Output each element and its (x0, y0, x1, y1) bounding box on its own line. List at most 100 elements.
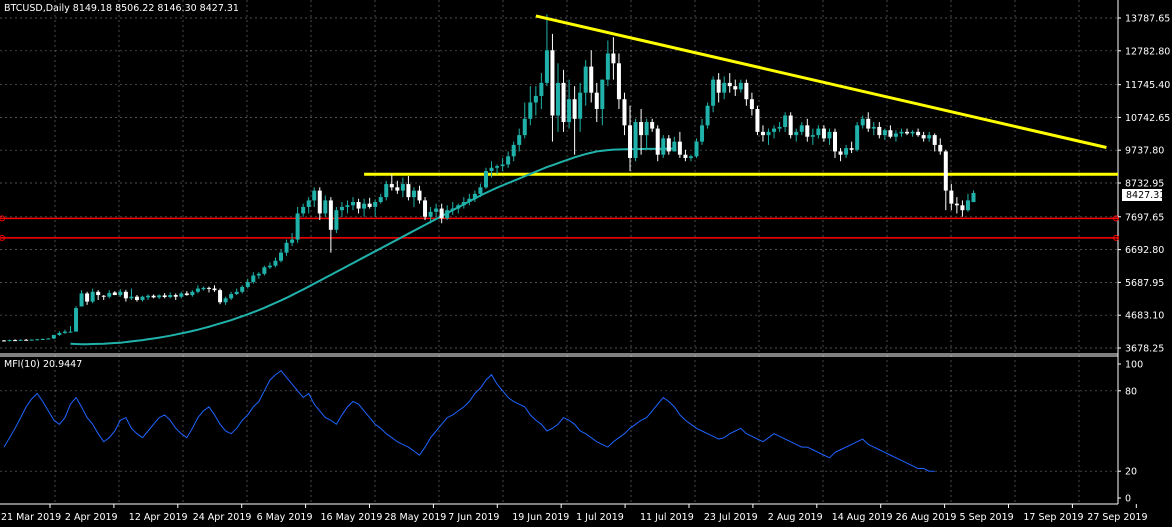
candle-bear (423, 200, 428, 217)
price-label: 11745.40 (1125, 80, 1170, 91)
date-label: 11 Jul 2019 (640, 512, 694, 523)
candle-bull (711, 79, 716, 106)
candle-bull (783, 115, 788, 127)
candle-bull (450, 208, 455, 211)
descending-trendline (535, 14, 1107, 149)
current-price-tag: 8427.31 (1122, 189, 1165, 201)
candle-bull (256, 273, 261, 276)
candle-bull (445, 210, 450, 219)
candle-bull (118, 291, 123, 296)
candle-bear (572, 99, 577, 119)
candle-bear (406, 184, 411, 198)
price-label: 13787.65 (1125, 14, 1170, 25)
candle-bull (794, 131, 799, 136)
candle-bull (600, 79, 605, 109)
candle-bull (129, 296, 134, 299)
candle-bull (362, 203, 367, 209)
trendline-group (535, 14, 1107, 149)
candle-bull (844, 148, 849, 155)
date-label: 23 Jul 2019 (704, 512, 758, 523)
ma-line (70, 147, 675, 346)
price-label: 9737.80 (1125, 146, 1164, 157)
candle-bear (639, 122, 644, 136)
candle-bull (223, 298, 228, 303)
candle-bull (90, 291, 95, 302)
candle-bull (279, 252, 283, 261)
price-label: 5687.95 (1125, 278, 1164, 289)
candle-bear (85, 293, 90, 302)
mfi-title: MFI(10) 20.9447 (4, 359, 82, 370)
candle-bull (578, 92, 583, 119)
line-handle (1113, 234, 1119, 241)
candle-bear (184, 293, 189, 296)
candle-bull (295, 213, 300, 240)
candle-bull (965, 200, 970, 211)
candle-bear (921, 135, 926, 139)
date-label: 16 May 2019 (321, 512, 383, 523)
candle-bear (123, 291, 128, 299)
date-label: 14 Aug 2019 (832, 512, 893, 523)
candle-bull (467, 198, 472, 203)
candle-bear (877, 126, 882, 136)
candle-bear (916, 131, 921, 136)
candle-bear (949, 190, 954, 204)
candle-bear (666, 138, 671, 152)
candle-bull (810, 135, 815, 137)
candle-bull (434, 208, 439, 212)
candle-bull (533, 95, 538, 103)
candle-bear (655, 128, 660, 155)
candles[interactable] (2, 14, 976, 342)
candle-bull (605, 53, 610, 80)
candle-bull (245, 282, 250, 287)
price-label: 12782.80 (1125, 46, 1170, 57)
candle-bear (134, 296, 139, 300)
date-label: 5 Sep 2019 (960, 512, 1014, 523)
candle-bull (46, 338, 51, 340)
candle-bull (234, 291, 239, 295)
candle-bull (816, 128, 821, 136)
candle-bull (489, 167, 494, 172)
candle-bear (561, 82, 566, 123)
price-label: 6692.80 (1125, 245, 1164, 256)
candle-bear (938, 144, 943, 152)
candle-bull (339, 206, 344, 211)
candle-bull (306, 200, 311, 207)
date-label: 17 Sep 2019 (1023, 512, 1083, 523)
candle-bull (251, 275, 256, 283)
line-handle (0, 215, 5, 222)
candle-bull (522, 118, 527, 136)
candle-bull (68, 331, 73, 333)
candle-bull (190, 291, 195, 296)
candle-bear (317, 190, 322, 214)
date-label: 28 May 2019 (384, 512, 446, 523)
candle-bear (13, 340, 18, 342)
mfi-level-label: 80 (1125, 386, 1137, 397)
candle-bull (140, 296, 145, 300)
main-title: BTCUSD,Daily 8149.18 8506.22 8146.30 842… (4, 3, 239, 14)
mfi-level-label: 0 (1125, 494, 1131, 505)
candle-bear (594, 92, 599, 109)
candle-bull (312, 190, 317, 201)
candle-bull (456, 205, 461, 209)
candle-bull (772, 128, 777, 132)
candle-bull (971, 192, 976, 203)
price-label: 3678.25 (1125, 344, 1164, 355)
grid (0, 0, 1118, 504)
candle-bull (882, 130, 887, 136)
candle-bull (195, 288, 200, 292)
candle-bull (893, 133, 898, 137)
price-label: 10742.65 (1125, 113, 1170, 124)
candle-bull (334, 210, 339, 230)
candle-bear (755, 108, 760, 132)
candle-bull (860, 118, 865, 126)
candle-bull (738, 82, 743, 90)
date-label: 7 Jun 2019 (448, 512, 499, 523)
candle-bull (799, 125, 804, 132)
line-handle (1113, 215, 1119, 222)
candle-bear (727, 82, 732, 87)
candle-bull (351, 202, 356, 206)
candle-bear (650, 122, 655, 129)
mfi-axis: 100 80 20 0 (1118, 360, 1143, 505)
candle-bear (206, 287, 211, 289)
